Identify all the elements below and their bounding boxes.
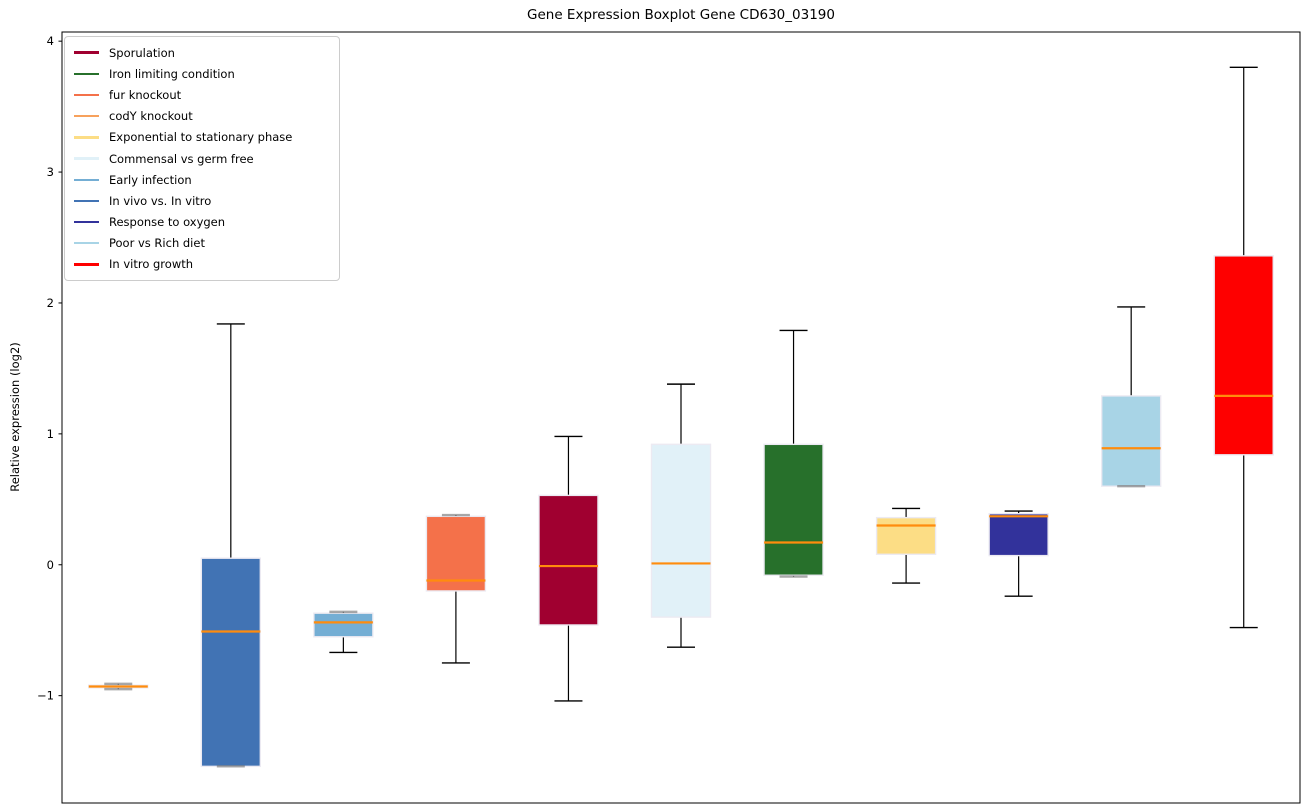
legend-item-label: Early infection [109,172,192,187]
y-tick-label: 1 [47,427,54,441]
box [1213,255,1274,456]
box [313,612,374,638]
legend-color-swatch [74,72,99,75]
legend-item-exponential-to-stationary-phase: Exponential to stationary phase [65,127,339,148]
legend-color-swatch [74,93,99,97]
boxplot-response-to-oxygen [988,510,1049,597]
y-tick-label: −1 [37,689,54,703]
box [650,443,712,618]
chart-title: Gene Expression Boxplot Gene CD630_03190 [527,7,835,23]
legend-item-early-infection: Early infection [65,169,339,190]
y-axis-label: Relative expression (log2) [8,342,22,492]
y-tick-label: 0 [47,558,54,572]
legend-color-swatch [74,136,99,139]
legend-color-swatch [74,263,99,266]
boxplot-iron-limiting-condition [763,329,824,578]
legend-item-in-vitro-growth: In vitro growth [65,254,339,275]
legend-item-poor-vs-rich-diet: Poor vs Rich diet [65,233,339,254]
box [425,515,487,592]
boxplot-cody-knockout [88,682,149,691]
legend-color-swatch [74,157,99,160]
y-tick-label: 4 [47,34,54,48]
boxplot-poor-vs-rich-diet [1100,306,1162,488]
legend-item-label: Iron limiting condition [109,66,235,81]
boxplot-exponential-to-stationary-phase [875,507,937,584]
legend-item-label: In vitro growth [109,257,194,272]
boxplot-fur-knockout [425,513,487,664]
boxplot-early-infection [313,610,374,654]
legend-item-label: Sporulation [109,45,175,60]
legend-item-iron-limiting-condition: Iron limiting condition [65,63,339,84]
legend-item-cody-knockout: codY knockout [65,106,339,127]
legend-item-label: Poor vs Rich diet [109,236,205,251]
legend-item-label: codY knockout [109,109,193,124]
legend-item-commensal-vs-germ-free: Commensal vs germ free [65,148,339,169]
legend-item-label: Response to oxygen [109,215,226,230]
legend-item-response-to-oxygen: Response to oxygen [65,212,339,233]
y-tick-label: 3 [47,165,54,179]
box [200,557,262,768]
box [988,513,1049,557]
legend-item-sporulation: Sporulation [65,42,339,63]
y-tick-label: 2 [47,296,54,310]
legend-item-fur-knockout: fur knockout [65,84,339,105]
boxplot-commensal-vs-germ-free [650,383,712,648]
box [538,494,599,626]
legend-item-label: fur knockout [109,87,182,102]
legend-color-swatch [74,114,99,118]
box [875,516,937,555]
legend-item-in-vivo-vs-in-vitro: In vivo vs. In vitro [65,190,339,211]
legend-color-swatch [74,178,99,181]
legend-item-label: Commensal vs germ free [109,151,254,166]
legend-color-swatch [74,242,99,245]
legend-item-label: Exponential to stationary phase [109,130,293,145]
plot-frame [61,31,1301,804]
legend: Sporulation Iron limiting condition fur kn… [64,36,340,282]
box [763,443,824,576]
box [1100,395,1162,487]
boxplot-sporulation [538,435,599,702]
boxplot-in-vivo-vs-in-vitro [200,323,262,768]
legend-color-swatch [74,51,99,54]
boxplot-in-vitro-growth [1213,66,1274,629]
legend-item-label: In vivo vs. In vitro [109,193,212,208]
legend-color-swatch [74,220,99,224]
legend-color-swatch [74,199,99,203]
